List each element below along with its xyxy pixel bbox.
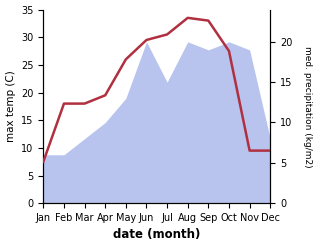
X-axis label: date (month): date (month) <box>113 228 200 242</box>
Y-axis label: med. precipitation (kg/m2): med. precipitation (kg/m2) <box>303 45 313 167</box>
Y-axis label: max temp (C): max temp (C) <box>5 70 16 142</box>
